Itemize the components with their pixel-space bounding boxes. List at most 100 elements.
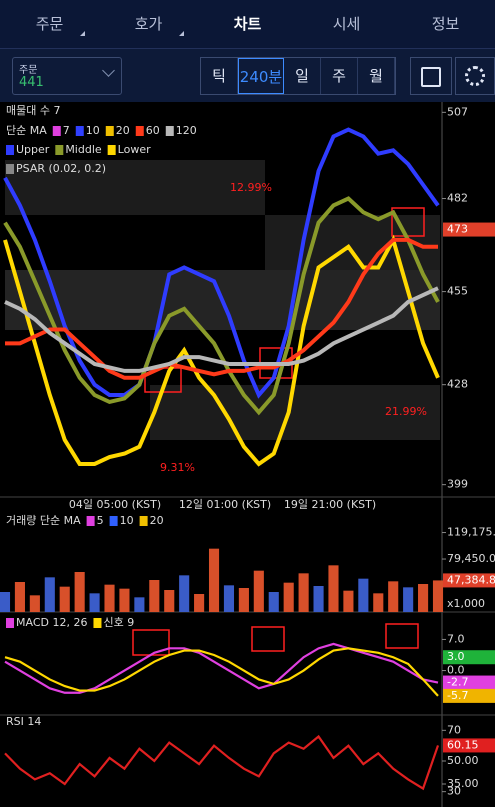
- volume-bar: [89, 593, 100, 612]
- volume-bar: [223, 585, 235, 612]
- volume-bar: [0, 592, 11, 612]
- rsi-tag: [443, 738, 495, 753]
- settings-button[interactable]: [455, 57, 495, 95]
- tab-bar: 주문 호가 차트 시세 정보: [0, 0, 495, 48]
- y-tick-label: 482: [447, 192, 468, 205]
- volume-bar: [268, 592, 279, 612]
- volume-bar: [164, 590, 175, 612]
- tab[interactable]: 호가: [99, 0, 198, 48]
- y-tick-label: 399: [447, 478, 468, 491]
- last-volume-tag-label: 47,384.80: [447, 573, 495, 586]
- legend-label: Middle: [65, 143, 102, 156]
- tab[interactable]: 시세: [332, 15, 361, 33]
- annotation: 21.99%: [385, 405, 427, 418]
- volume-bar: [208, 548, 220, 612]
- volume-bar: [403, 587, 414, 612]
- volume-bar: [343, 590, 354, 612]
- volume-bar: [149, 580, 160, 612]
- series-line: [3, 196, 440, 416]
- legend-swatch: [86, 516, 95, 526]
- legend-label: 5: [97, 514, 104, 527]
- volume-bar: [104, 584, 115, 612]
- volume-bar: [194, 594, 205, 612]
- y-tick-label: 455: [447, 285, 468, 298]
- chart-area: 507 482 455 428 399 매물대 수 7 단순 MA 7 10 20 60 120 Upp…: [0, 102, 495, 807]
- legend-label: 60: [146, 124, 160, 137]
- series-line: [4, 286, 439, 373]
- dropdown-arrow: [102, 64, 115, 77]
- rsi-tag-label: 60.15: [447, 738, 479, 751]
- unit-label: x1,000: [447, 597, 485, 610]
- volume-bar: [373, 593, 384, 612]
- legend-label: 7: [63, 124, 70, 137]
- y-tick-label: 79,450.05: [447, 552, 495, 565]
- volume-bar: [74, 572, 85, 612]
- interval-button[interactable]: 틱: [201, 58, 238, 94]
- tab[interactable]: 차트: [233, 15, 262, 33]
- series-line: [4, 647, 439, 697]
- annotation: 12.99%: [230, 181, 272, 194]
- indicator-tag: [443, 650, 495, 665]
- volume-bar: [358, 578, 369, 612]
- series-line: [3, 127, 440, 399]
- volume-bar: [29, 595, 40, 612]
- legend-label: 20: [150, 514, 164, 527]
- tab[interactable]: 정보: [431, 15, 460, 33]
- legend-label: 신호 9: [103, 616, 134, 629]
- indicator-tag-label: -2.7: [447, 676, 468, 689]
- volume-bar: [298, 573, 309, 612]
- y-tick-label: 7.0: [447, 632, 465, 645]
- indicator-tag: [443, 675, 495, 690]
- volume-bar: [313, 586, 324, 612]
- y-tick-label: 30: [447, 785, 461, 798]
- y-tick-label: 119,175.04: [447, 526, 495, 539]
- legend-swatch: [105, 126, 114, 136]
- volume-bar: [134, 597, 145, 612]
- x-tick-label: 12일 01:00 (KST): [179, 497, 271, 511]
- interval-button[interactable]: 주: [321, 58, 358, 94]
- legend-swatch: [6, 164, 14, 174]
- y-tick-label: 0.0: [447, 664, 465, 677]
- volume-bar: [119, 588, 130, 612]
- legend-label: 거래량 단순 MA: [6, 514, 81, 527]
- volume-bar: [253, 570, 264, 612]
- series-line: [5, 237, 438, 380]
- series-line: [4, 734, 440, 791]
- interval-button[interactable]: 240분: [238, 58, 284, 94]
- legend-swatch: [109, 516, 118, 526]
- volume-bar: [418, 584, 429, 612]
- indicator-tag-label: 3.0: [447, 650, 465, 663]
- last-price-tag-label: 473: [447, 223, 468, 236]
- interval-button[interactable]: 월: [358, 58, 395, 94]
- y-tick-label: 70: [447, 723, 461, 736]
- volume-bar: [179, 575, 190, 612]
- selector-label: 주문: [19, 65, 38, 76]
- legend-swatch: [6, 618, 14, 628]
- legend-label: 10: [120, 514, 134, 527]
- y-tick-label: 35.00: [447, 777, 479, 790]
- order-selector[interactable]: 주문 441: [12, 57, 122, 95]
- tab[interactable]: 주문: [0, 0, 99, 48]
- volume-bar: [238, 588, 249, 612]
- last-price-tag: [443, 222, 495, 237]
- legend-label: 10: [86, 124, 100, 137]
- annotation: 9.31%: [160, 461, 195, 474]
- legend-swatch: [55, 145, 64, 155]
- legend-swatch: [93, 618, 102, 628]
- volume-profile-label: 매물대 수 7: [6, 104, 60, 117]
- legend-label: 단순 MA: [6, 124, 47, 137]
- volume-bar: [14, 582, 25, 612]
- interval-group: 틱 240분 일 주 월: [200, 57, 396, 95]
- interval-button[interactable]: 일: [284, 58, 321, 94]
- layout-button[interactable]: [410, 57, 452, 95]
- indicator-tag-label: -5.7: [447, 689, 468, 702]
- x-tick-label: 04일 05:00 (KST): [69, 497, 161, 511]
- volume-bar: [432, 580, 444, 612]
- legend-label: PSAR (0.02, 0.2): [16, 162, 106, 175]
- series-line: [4, 642, 439, 694]
- y-tick-label: 50.00: [447, 754, 479, 767]
- toolbar: 주문 441 틱 240분 일 주 월: [0, 48, 495, 103]
- legend-label: MACD 12, 26: [16, 616, 87, 629]
- y-tick-label: 428: [447, 378, 468, 391]
